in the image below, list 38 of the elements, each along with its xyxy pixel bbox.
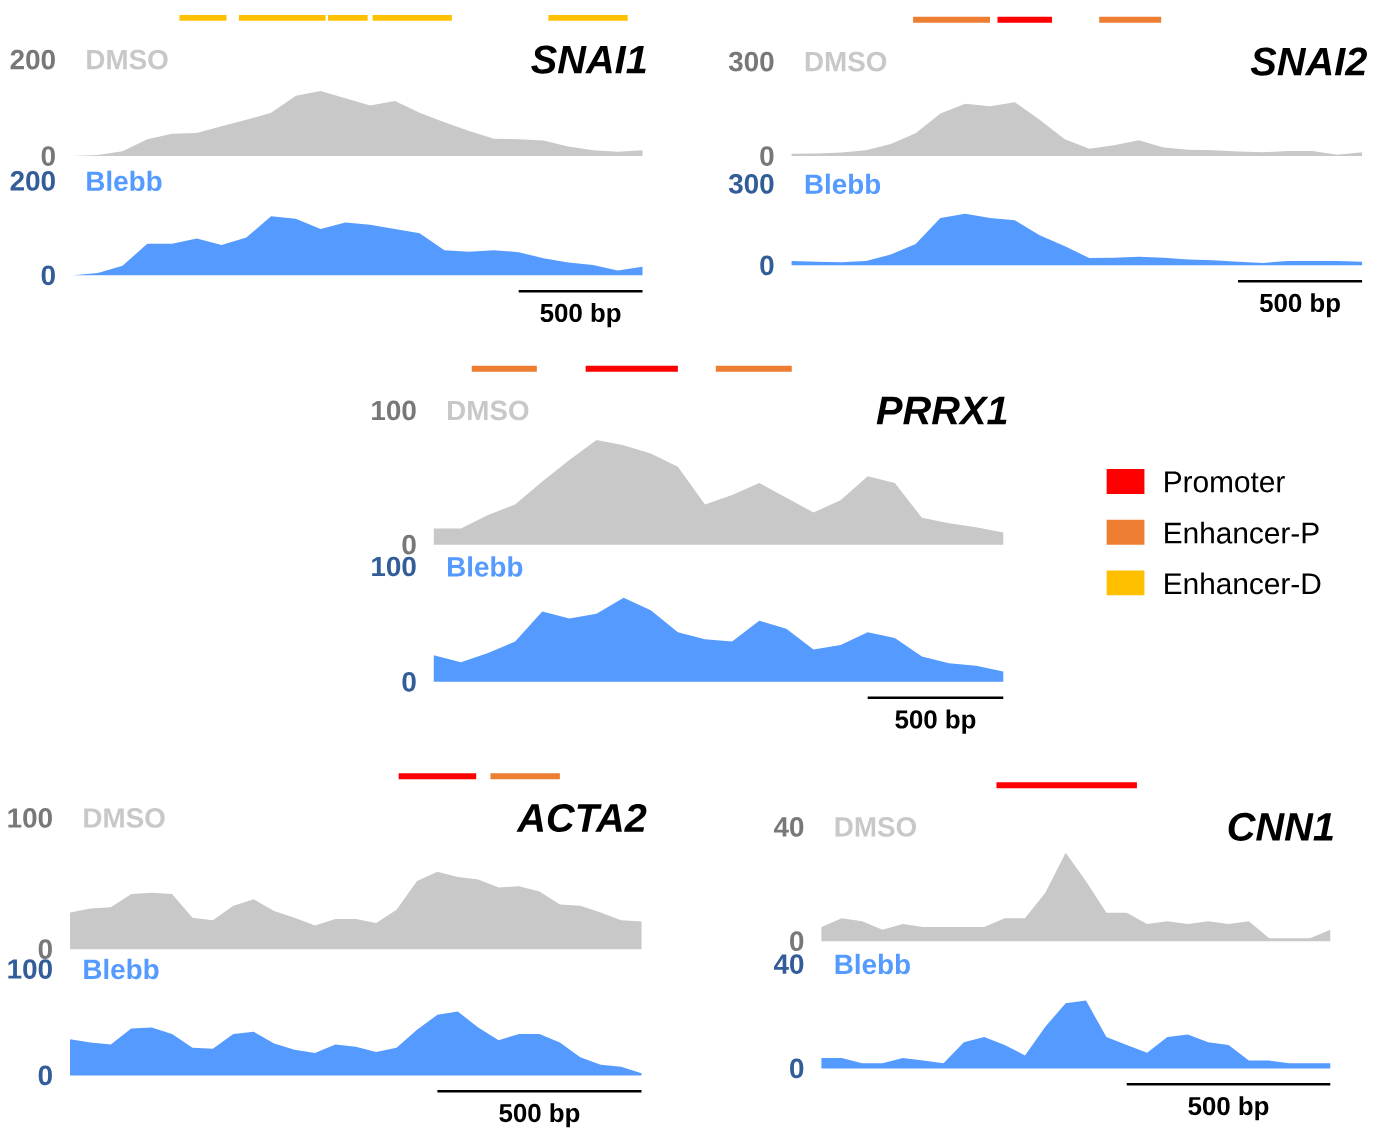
y-tick-label: 0 (402, 534, 416, 555)
y-tick-label: 300 (728, 51, 774, 72)
y-tick-label: 0 (41, 146, 55, 166)
y-tick-label: 0 (402, 671, 416, 692)
y-tick-label: 40 (773, 954, 804, 974)
y-tick-label: 300 (728, 174, 774, 194)
series-label: Blebb (87, 170, 162, 192)
category-label: Enhancer-D (1165, 572, 1321, 595)
chart-title: CNN1 (1228, 812, 1333, 842)
y-tick-label: 0 (790, 931, 804, 952)
y-tick-label: 0 (38, 939, 52, 960)
chart-title: PRRX1 (876, 396, 1007, 425)
series-label: Blebb (447, 556, 523, 577)
chart-title: SNAI2 (1250, 47, 1367, 76)
text: 500 bp (540, 303, 621, 328)
y-tick-label: 0 (38, 1065, 52, 1086)
y-tick-label: 100 (372, 400, 416, 421)
y-tick-label: 40 (773, 817, 804, 837)
text: 500 bp (1188, 1096, 1269, 1121)
series-label: Blebb (84, 958, 159, 980)
y-tick-label: 0 (790, 1058, 804, 1079)
y-tick-label: 100 (8, 959, 52, 979)
text: 500 bp (499, 1103, 580, 1128)
text: Blebb (805, 173, 881, 195)
chart-title: SNAI1 (531, 45, 646, 74)
y-tick-label: 200 (10, 49, 55, 70)
text: 500 bp (1259, 293, 1340, 318)
y-tick-label: 0 (760, 146, 774, 166)
y-tick-label: 0 (760, 255, 774, 276)
y-tick-label: 200 (10, 171, 55, 191)
chart-title: ACTA2 (516, 803, 647, 833)
category-label: Enhancer-P (1165, 521, 1319, 544)
y-tick-label: 0 (41, 265, 55, 286)
text: Blebb (835, 953, 910, 975)
category-label: Promoter (1165, 471, 1285, 493)
y-tick-label: 100 (8, 808, 52, 828)
y-tick-label: 100 (372, 556, 416, 577)
text: 500 bp (895, 709, 976, 734)
